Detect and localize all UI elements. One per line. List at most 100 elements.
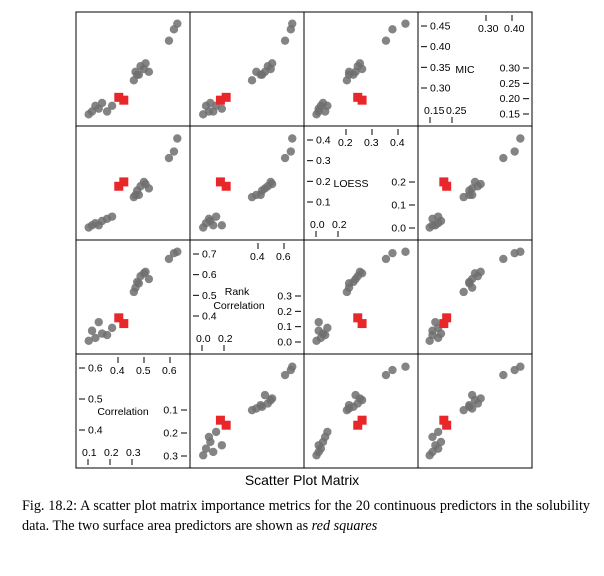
- data-point: [433, 427, 443, 437]
- tick-label: 0.15: [500, 109, 521, 121]
- data-point: [323, 323, 332, 333]
- surface-area-point: [119, 177, 129, 187]
- data-point: [465, 277, 474, 287]
- tick-label: 0.3: [277, 291, 292, 303]
- data-point: [401, 362, 410, 371]
- data-point: [314, 317, 323, 327]
- tick-label: 0.5: [88, 394, 103, 406]
- surface-area-point: [215, 177, 225, 187]
- tick-label: 0.4: [202, 311, 217, 323]
- data-point: [516, 134, 525, 143]
- surface-area-point: [221, 92, 231, 102]
- data-point: [209, 447, 218, 457]
- surface-area-point: [357, 95, 367, 105]
- data-point: [433, 212, 443, 221]
- surface-area-point: [353, 420, 363, 430]
- data-point: [257, 402, 267, 412]
- data-point: [198, 451, 208, 460]
- tick-label: 0.2: [277, 306, 292, 318]
- data-point: [510, 147, 519, 156]
- data-point: [144, 274, 154, 284]
- data-point: [436, 437, 446, 447]
- surface-area-point: [442, 420, 452, 430]
- data-points: [84, 19, 525, 460]
- figure-caption: Fig. 18.2: A scatter plot matrix importa…: [22, 496, 590, 536]
- tick-label: 0.6: [162, 365, 177, 377]
- tick-label: 0.2: [316, 176, 331, 188]
- surface-area-point: [114, 313, 124, 323]
- tick-label: 0.5: [136, 365, 151, 377]
- data-point: [280, 153, 290, 163]
- surface-area-point: [353, 313, 363, 323]
- tick-label: 0.1: [391, 200, 406, 212]
- data-point: [102, 330, 112, 340]
- surface-area-point: [439, 319, 449, 329]
- data-point: [107, 323, 117, 333]
- surface-area-point: [114, 181, 124, 191]
- tick-label: 0.7: [202, 249, 217, 261]
- data-point: [388, 365, 397, 375]
- surface-area-point: [357, 319, 367, 329]
- data-point: [314, 104, 323, 113]
- tick-label: 0.40: [504, 23, 525, 35]
- tick-label: 0.0: [391, 223, 406, 235]
- data-point: [247, 76, 257, 85]
- tick-label: 0.6: [202, 269, 217, 281]
- tick-label: 0.15: [424, 105, 445, 117]
- data-point: [204, 432, 214, 442]
- tick-label: 0.4: [250, 251, 265, 263]
- data-point: [84, 336, 93, 346]
- data-point: [267, 394, 277, 403]
- diagonal-label: LOESS: [333, 178, 368, 190]
- data-point: [280, 370, 290, 380]
- diagonal-label: Rank Correlation: [213, 286, 265, 312]
- data-point: [201, 444, 211, 453]
- data-point: [349, 402, 358, 412]
- tick-label: 0.30: [478, 23, 499, 35]
- data-point: [351, 390, 360, 400]
- data-point: [132, 186, 142, 195]
- data-point: [516, 247, 525, 256]
- data-point: [401, 247, 410, 256]
- data-point: [286, 147, 296, 156]
- surface-area-point: [215, 95, 225, 105]
- tick-label: 0.2: [391, 177, 406, 189]
- data-point: [381, 370, 391, 380]
- data-point: [164, 254, 174, 264]
- tick-label: 0.35: [430, 62, 451, 74]
- tick-label: 0.40: [430, 41, 451, 53]
- data-point: [288, 134, 297, 143]
- tick-label: 0.0: [277, 337, 292, 349]
- surface-area-point: [439, 177, 449, 187]
- data-point: [107, 212, 117, 221]
- surface-area-point: [215, 415, 225, 425]
- data-point: [349, 277, 358, 287]
- data-point: [476, 267, 485, 277]
- data-point: [323, 427, 332, 437]
- tick-label: 0.25: [446, 105, 467, 117]
- data-point: [465, 402, 474, 412]
- tick-label: 0.30: [430, 83, 451, 95]
- tick-label: 0.2: [338, 137, 353, 149]
- data-point: [132, 70, 142, 79]
- tick-label: 0.3: [163, 451, 178, 463]
- data-point: [164, 153, 174, 163]
- tick-label: 0.2: [218, 333, 233, 345]
- tick-label: 0.2: [332, 219, 347, 231]
- tick-label: 0.3: [126, 447, 141, 459]
- data-point: [169, 147, 179, 156]
- data-point: [267, 179, 277, 189]
- tick-label: 0.3: [316, 155, 331, 167]
- tick-label: 0.2: [104, 447, 119, 459]
- tick-label: 0.1: [277, 321, 292, 333]
- data-point: [381, 254, 391, 264]
- data-point: [349, 70, 358, 79]
- data-point: [288, 19, 297, 28]
- tick-label: 0.30: [500, 63, 521, 75]
- data-point: [355, 59, 365, 68]
- tick-label: 0.3: [364, 137, 379, 149]
- data-point: [381, 36, 391, 45]
- tick-label: 0.4: [110, 365, 125, 377]
- data-point: [465, 186, 474, 195]
- data-point: [516, 362, 525, 371]
